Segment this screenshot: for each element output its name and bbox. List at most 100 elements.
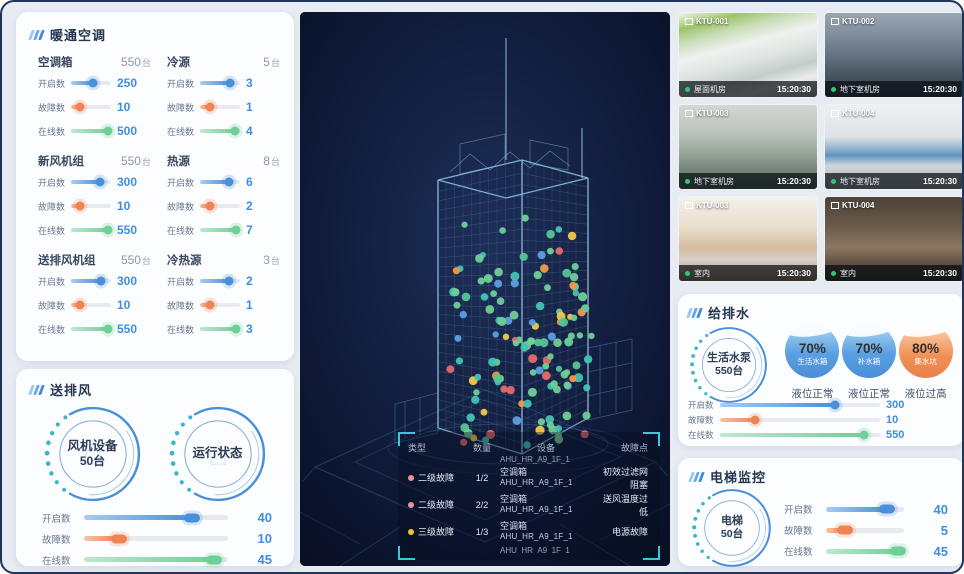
- gauge-count: 50台: [79, 454, 106, 469]
- slider-handle[interactable]: [231, 225, 241, 235]
- fault-table-row[interactable]: 二级故障 1/2 空调箱 AHU_HR_A9_1F_1 初效过滤网阻塞: [408, 464, 650, 491]
- metric-row-online: 在线数 550: [38, 317, 151, 341]
- slider-track[interactable]: [84, 513, 228, 522]
- tank-percent: 80%: [912, 341, 940, 356]
- metric-row-online: 在线数 7: [167, 218, 280, 242]
- water-wave-icon: [785, 324, 840, 343]
- slider-track[interactable]: [826, 504, 904, 514]
- panel-title: 送排风: [50, 383, 93, 398]
- camera-timestamp: 15:20:30: [776, 268, 811, 278]
- slider-handle[interactable]: [205, 201, 215, 211]
- slider-track[interactable]: [71, 126, 113, 136]
- panel-title: 电梯监控: [710, 470, 767, 485]
- gauge-ring-icon: [44, 406, 140, 502]
- slider-handle[interactable]: [205, 300, 215, 310]
- slider-track[interactable]: [200, 78, 240, 88]
- metric-label: 开启数: [38, 177, 66, 188]
- metric-row-fault: 故障数 10: [38, 95, 151, 119]
- fault-qty: 1/3: [475, 526, 489, 537]
- slider-track[interactable]: [71, 201, 111, 211]
- slider-track[interactable]: [84, 534, 228, 543]
- slider-handle[interactable]: [75, 300, 85, 310]
- camera-tile[interactable]: KTU-003 地下室机房 15:20:30: [678, 104, 818, 190]
- partial-row-bottom: AHU_HR_A9_1F_1: [500, 545, 570, 555]
- slider-handle[interactable]: [889, 546, 906, 556]
- fault-level: 二级故障: [408, 471, 464, 484]
- fault-table-scroll[interactable]: AHU_HR_A9_1F_1 二级故障 1/2 空调箱 AHU_HR_A9_1F_…: [408, 454, 650, 554]
- camera-tile[interactable]: KTU-004 室内 15:20:30: [824, 196, 962, 282]
- slider-handle[interactable]: [103, 324, 113, 334]
- col-qty: 数量: [472, 442, 491, 453]
- slider-handle[interactable]: [230, 126, 240, 136]
- slider-handle[interactable]: [88, 78, 98, 88]
- metric-label: 在线数: [167, 324, 195, 335]
- slider-track[interactable]: [720, 415, 880, 424]
- hvac-device-group: 热源 8台 开启数 6 故障数 2 在线数 7: [167, 153, 280, 242]
- camera-timestamp: 15:20:30: [776, 176, 811, 186]
- slider-handle[interactable]: [830, 400, 840, 409]
- metric-row-online: 在线数 550: [38, 218, 151, 242]
- fault-table-row[interactable]: 二级故障 2/2 空调箱 AHU_HR_A9_1F_1 送风温度过低: [408, 491, 650, 518]
- slider-track[interactable]: [200, 102, 240, 112]
- metric-value: 6: [246, 175, 253, 189]
- camera-tile[interactable]: KTU-004 地下室机房 15:20:30: [824, 104, 962, 190]
- fault-level: 二级故障: [408, 498, 464, 511]
- slider-handle[interactable]: [184, 513, 200, 522]
- slider-handle[interactable]: [225, 78, 235, 88]
- metric-row-open: 开启数 250: [38, 71, 151, 95]
- slider-track[interactable]: [200, 276, 240, 286]
- slider-track[interactable]: [71, 102, 111, 112]
- slider-handle[interactable]: [96, 276, 106, 286]
- slider-track[interactable]: [720, 430, 880, 439]
- slider-track[interactable]: [71, 225, 113, 235]
- slider-handle[interactable]: [103, 126, 113, 136]
- slider-handle[interactable]: [103, 225, 113, 235]
- slider-handle[interactable]: [75, 102, 85, 112]
- slider-handle[interactable]: [878, 504, 895, 514]
- slider-handle[interactable]: [205, 555, 222, 564]
- slider-track[interactable]: [71, 276, 111, 286]
- metric-label: 开启数: [42, 513, 71, 525]
- metric-row-open: 开启数 3: [167, 71, 280, 95]
- slider-track[interactable]: [200, 177, 240, 187]
- camera-tile[interactable]: KTU-001 屋面机房 15:20:30: [678, 12, 818, 98]
- metric-row: 开启数 300: [688, 397, 920, 412]
- slider-track[interactable]: [200, 126, 240, 136]
- slider-track[interactable]: [84, 555, 228, 564]
- slider-track[interactable]: [71, 78, 111, 88]
- building-3d-view[interactable]: 类型 数量 设备 故障点 AHU_HR_A9_1F_1 二级故障 1/2 空调箱…: [300, 12, 670, 566]
- fault-table-row[interactable]: 三级故障 1/3 空调箱 AHU_HR_A9_1F_1 电源故障: [408, 518, 650, 545]
- slider-track[interactable]: [826, 525, 904, 535]
- metric-row-open: 开启数 300: [38, 269, 151, 293]
- camera-id: KTU-004: [831, 201, 874, 210]
- hvac-device-group: 送排风机组 550台 开启数 300 故障数 10 在线数 550: [38, 252, 151, 341]
- metric-label: 故障数: [167, 201, 195, 212]
- slider-handle[interactable]: [224, 276, 234, 286]
- hvac-device-group: 空调箱 550台 开启数 250 故障数 10 在线数 500: [38, 54, 151, 143]
- slider-handle[interactable]: [75, 201, 85, 211]
- slider-handle[interactable]: [231, 324, 241, 334]
- metric-label: 在线数: [38, 324, 66, 335]
- section-slashes-icon: [28, 384, 45, 395]
- slider-handle[interactable]: [224, 177, 234, 187]
- slider-track[interactable]: [71, 324, 113, 334]
- slider-track[interactable]: [200, 300, 240, 310]
- slider-handle[interactable]: [750, 415, 760, 424]
- camera-tile[interactable]: KTU-002 地下室机房 15:20:30: [824, 12, 962, 98]
- slider-track[interactable]: [71, 300, 111, 310]
- slider-track[interactable]: [71, 177, 111, 187]
- slider-handle[interactable]: [110, 534, 127, 543]
- slider-track[interactable]: [200, 324, 241, 334]
- slider-track[interactable]: [720, 400, 880, 409]
- slider-handle[interactable]: [95, 177, 105, 187]
- camera-tile[interactable]: KTU-003 室内 15:20:30: [678, 196, 818, 282]
- slider-handle[interactable]: [859, 430, 869, 439]
- slider-track[interactable]: [200, 201, 240, 211]
- tank-circle: 70% 生活水箱: [785, 324, 840, 378]
- group-total-count: 5台: [263, 55, 280, 69]
- slider-handle[interactable]: [205, 102, 215, 112]
- slider-handle[interactable]: [836, 525, 853, 535]
- slider-track[interactable]: [200, 225, 241, 235]
- slider-track[interactable]: [826, 546, 906, 556]
